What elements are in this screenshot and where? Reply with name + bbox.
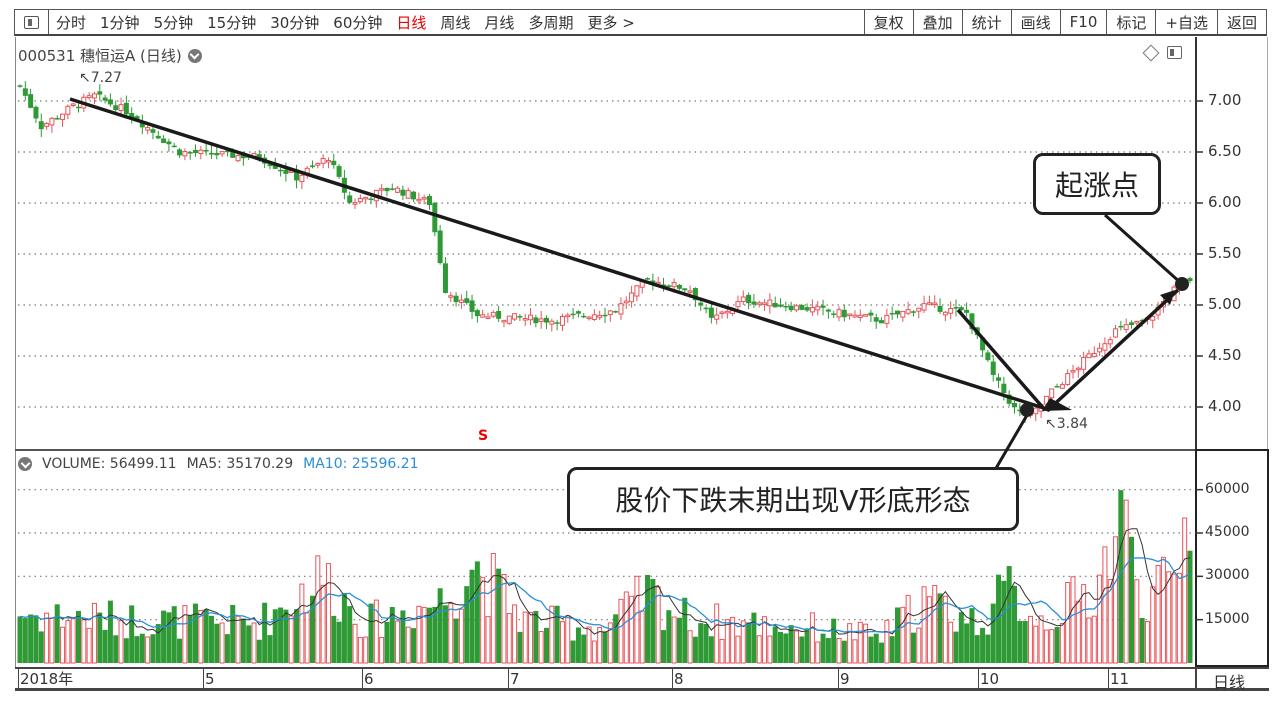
y-axis-border [1267, 37, 1268, 665]
dropdown-circle-icon[interactable] [187, 48, 202, 63]
volume-tick-label: 60000 [1205, 480, 1250, 497]
toolbar-action-6[interactable]: +自选 [1155, 10, 1217, 34]
volume-value: VOLUME: 56499.11 [42, 456, 177, 472]
month-label: 8 [672, 669, 684, 689]
ma10-value: MA10: 25596.21 [303, 456, 419, 472]
price-tick-label: 5.00 [1208, 295, 1242, 313]
tab-period-6[interactable]: 日线 [396, 13, 427, 32]
y-axis-line [1195, 37, 1197, 665]
toolbar-action-2[interactable]: 统计 [961, 10, 1011, 34]
x-axis [15, 667, 1269, 691]
month-label: 10 [978, 669, 1000, 689]
tab-period-0[interactable]: 分时 [56, 13, 87, 32]
high-value: 7.27 [90, 70, 122, 86]
price-tick-label: 7.00 [1208, 91, 1242, 109]
panel-separator [15, 449, 1197, 451]
month-label: 5 [203, 669, 215, 689]
month-label: 9 [838, 669, 850, 689]
diamond-icon[interactable] [1142, 44, 1160, 61]
tab-period-5[interactable]: 60分钟 [333, 13, 383, 32]
volume-axis-box [1195, 449, 1269, 667]
price-tick-label: 4.50 [1208, 346, 1242, 364]
price-tick-label: 6.50 [1208, 142, 1242, 160]
chart-frame [15, 37, 1196, 667]
chart-corner-icons [1142, 44, 1182, 61]
toolbar-action-0[interactable]: 复权 [863, 10, 913, 34]
month-label: 7 [508, 669, 520, 689]
tab-period-2[interactable]: 5分钟 [153, 13, 194, 32]
tab-period-7[interactable]: 周线 [440, 13, 471, 32]
stock-title: 000531 穗恒运A (日线) [18, 47, 182, 65]
tab-period-9[interactable]: 多周期 [528, 13, 574, 32]
tab-period-1[interactable]: 1分钟 [100, 13, 140, 32]
price-tick-label: 4.00 [1208, 397, 1242, 415]
month-label: 2018年 [18, 669, 74, 689]
rise-point-callout: 起涨点 [1033, 153, 1161, 215]
tab-period-8[interactable]: 月线 [484, 13, 515, 32]
volume-tick-label: 15000 [1205, 610, 1250, 627]
ma5-value: MA5: 35170.29 [186, 456, 294, 472]
volume-tick-label: 45000 [1205, 524, 1250, 540]
chart-title: 000531 穗恒运A (日线) [18, 45, 202, 66]
month-label: 11 [1108, 669, 1130, 689]
panel-toggle-button[interactable] [15, 10, 49, 34]
toolbar-action-5[interactable]: 标记 [1106, 10, 1155, 34]
period-high-label: ↖7.27 [79, 70, 122, 86]
toolbar-action-1[interactable]: 叠加 [912, 10, 962, 34]
toolbar-action-7[interactable]: 返回 [1216, 10, 1266, 34]
signal-mark-text: S [478, 428, 489, 444]
panel-toggle-icon [24, 15, 39, 29]
period-tabs: 分时 1分钟 5分钟 15分钟 30分钟 60分钟 日线 周线 月线 多周期 更多 > [49, 12, 864, 33]
price-tick-label: 5.50 [1208, 244, 1242, 262]
tab-period-3[interactable]: 15分钟 [207, 13, 257, 32]
panel-icon[interactable] [1167, 46, 1182, 59]
volume-legend: VOLUME: 56499.11 MA5: 35170.29 MA10: 255… [18, 456, 425, 472]
toolbar-action-4[interactable]: F10 [1059, 10, 1107, 34]
v-bottom-text: 股价下跌末期出现V形底形态 [615, 484, 971, 517]
period-low-label: ↖3.84 [1045, 416, 1088, 432]
tab-period-10[interactable]: 更多 > [587, 13, 635, 32]
toolbar-action-3[interactable]: 画线 [1010, 10, 1060, 34]
price-tick-label: 6.00 [1208, 193, 1242, 211]
x-axis-divider [1195, 667, 1197, 691]
volume-tick-label: 30000 [1205, 567, 1250, 584]
period-toolbar: 分时 1分钟 5分钟 15分钟 30分钟 60分钟 日线 周线 月线 多周期 更多 > 复权 叠加 统计… [14, 9, 1267, 36]
volume-dropdown-icon[interactable] [18, 457, 32, 471]
rise-point-text: 起涨点 [1054, 169, 1139, 202]
toolbar-actions: 复权 叠加 统计 画线 F10 标记 +自选 返回 [863, 10, 1266, 34]
tab-period-4[interactable]: 30分钟 [270, 13, 320, 32]
month-label: 6 [362, 669, 374, 689]
period-label[interactable]: 日线 [1213, 673, 1246, 692]
v-bottom-callout: 股价下跌末期出现V形底形态 [567, 467, 1019, 531]
signal-mark: S [478, 428, 488, 444]
low-value: 3.84 [1056, 416, 1088, 432]
